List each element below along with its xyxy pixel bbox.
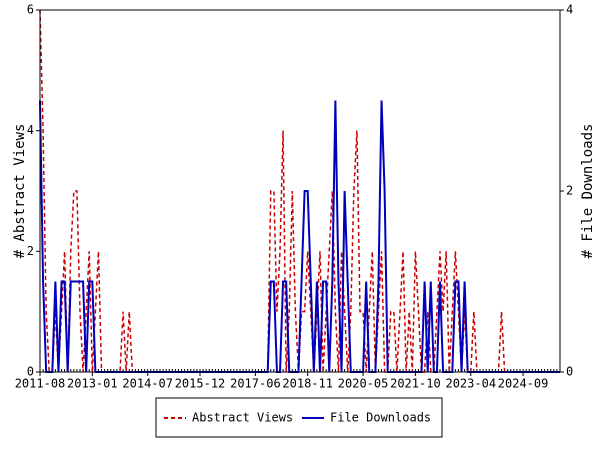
legend-label: File Downloads bbox=[330, 411, 431, 425]
x-tick-label: 2020-05 bbox=[338, 377, 389, 391]
y-tick-label: 2 bbox=[27, 244, 34, 258]
x-tick-label: 2024-09 bbox=[498, 377, 549, 391]
y2-tick-label: 0 bbox=[566, 365, 573, 379]
x-tick-label: 2021-10 bbox=[390, 377, 441, 391]
y-tick-label: 6 bbox=[27, 3, 34, 17]
y-tick-label: 4 bbox=[27, 123, 34, 137]
x-tick-label: 2015-12 bbox=[175, 377, 226, 391]
x-tick-label: 2011-08 bbox=[15, 377, 66, 391]
y-tick-label: 0 bbox=[27, 365, 34, 379]
x-tick-label: 2013-01 bbox=[67, 377, 118, 391]
plot-frame bbox=[39, 9, 561, 373]
series-line bbox=[39, 9, 560, 373]
legend-label: Abstract Views bbox=[192, 411, 293, 425]
y-axis-label: # Abstract Views bbox=[12, 124, 28, 259]
y2-axis-label: # File Downloads bbox=[580, 124, 596, 259]
x-tick-label: 2023-04 bbox=[445, 377, 496, 391]
x-tick-label: 2014-07 bbox=[122, 377, 173, 391]
y2-tick-label: 2 bbox=[566, 184, 573, 198]
x-tick-label: 2017-06 bbox=[230, 377, 281, 391]
y2-tick-label: 4 bbox=[566, 3, 573, 17]
x-tick-label: 2018-11 bbox=[282, 377, 333, 391]
legend-box bbox=[155, 397, 443, 438]
